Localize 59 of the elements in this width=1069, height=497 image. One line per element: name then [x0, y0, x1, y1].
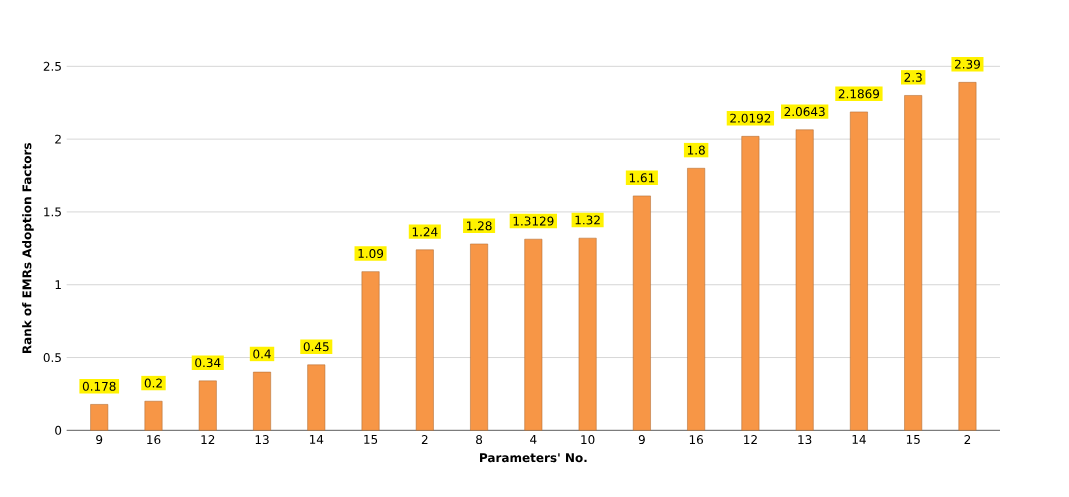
- data-label: 0.4: [253, 349, 271, 359]
- x-tick-label: 15: [906, 435, 920, 444]
- data-label: 1.28: [467, 221, 492, 231]
- data-label: 0.34: [195, 358, 221, 368]
- bar: [958, 82, 977, 431]
- bar: [198, 380, 217, 431]
- x-tick-label: 13: [255, 435, 269, 445]
- y-tick-label: 2: [55, 134, 61, 144]
- bar: [795, 129, 814, 431]
- bar: [144, 400, 163, 431]
- x-tick-label: 14: [852, 435, 866, 444]
- data-label: 2.1869: [838, 89, 880, 99]
- bar: [415, 249, 434, 431]
- bar: [307, 364, 326, 431]
- y-tick-label: 0: [55, 425, 62, 435]
- x-tick-label: 16: [147, 435, 161, 445]
- x-tick-label: 15: [364, 435, 378, 444]
- bar: [524, 238, 543, 431]
- bar: [741, 136, 760, 431]
- data-label: 0.178: [82, 381, 116, 391]
- x-tick-label: 9: [96, 435, 103, 445]
- x-tick-label: 12: [201, 435, 215, 444]
- x-tick-label: 4: [530, 435, 537, 444]
- data-label: 2.0192: [730, 113, 771, 123]
- y-tick-label: 0.5: [43, 352, 61, 363]
- bar: [904, 95, 923, 431]
- data-label: 1.24: [412, 227, 438, 237]
- data-label: 1.3129: [513, 216, 554, 226]
- x-tick-label: 8: [476, 435, 483, 445]
- x-tick-label: 14: [309, 435, 324, 444]
- bar: [632, 195, 651, 431]
- y-tick-label: 2.5: [43, 61, 61, 71]
- data-label: 2.3: [904, 72, 922, 82]
- x-tick-label: 13: [798, 435, 812, 445]
- bar: [578, 237, 597, 431]
- data-label: 0.2: [144, 378, 162, 388]
- x-tick-label: 9: [638, 435, 645, 445]
- data-label: 0.45: [303, 342, 329, 352]
- bar: [687, 167, 706, 431]
- data-label: 1.61: [629, 173, 655, 183]
- bar: [470, 243, 489, 431]
- bar: [90, 404, 109, 431]
- x-tick-label: 16: [689, 435, 704, 445]
- x-tick-label: 12: [744, 435, 757, 444]
- x-tick-label: 10: [581, 435, 595, 445]
- data-label: 1.09: [358, 248, 384, 259]
- y-tick-label: 1.5: [44, 207, 61, 217]
- x-tick-label: 2: [964, 435, 971, 444]
- x-tick-label: 2: [421, 435, 428, 444]
- bar: [253, 371, 271, 431]
- bar: [361, 271, 380, 431]
- data-label: 1.8: [687, 145, 705, 155]
- bar: [849, 111, 868, 431]
- data-label: 2.39: [954, 59, 980, 69]
- data-label: 2.0643: [784, 107, 825, 117]
- y-axis-title: Rank of EMRs Adoption Factors: [22, 143, 34, 354]
- data-label: 1.32: [575, 215, 600, 225]
- x-axis-title: Parameters' No.: [480, 453, 587, 463]
- y-tick-label: 1: [55, 280, 61, 290]
